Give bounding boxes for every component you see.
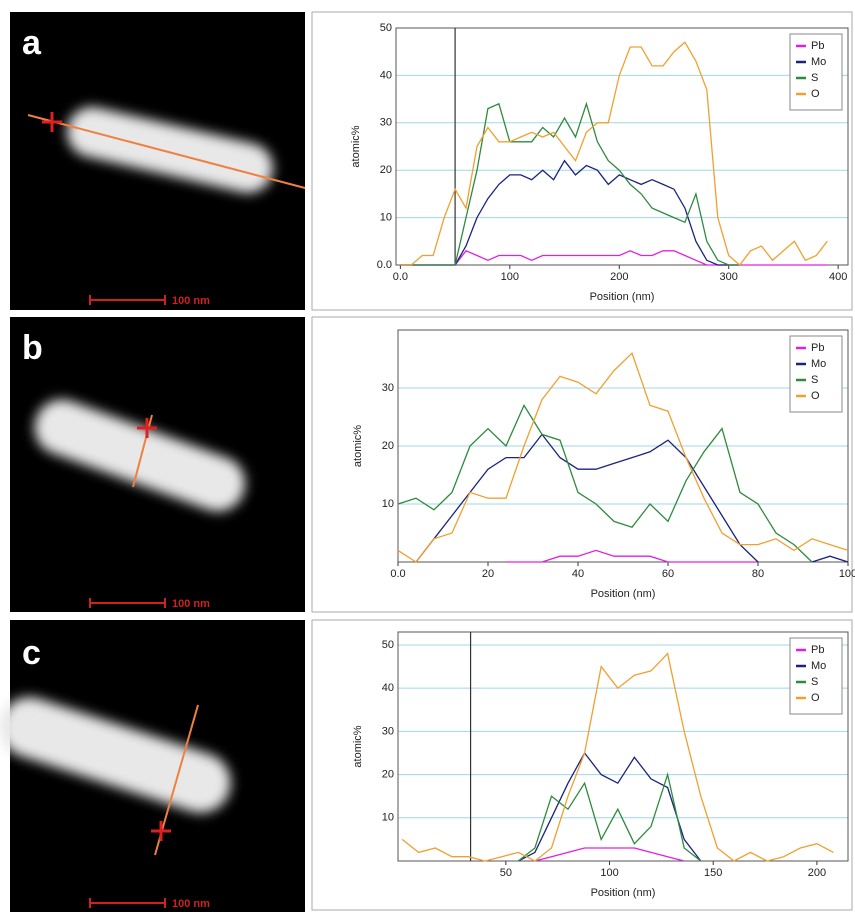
y-axis-label: atomic%: [352, 725, 364, 767]
scan-cursor: [42, 112, 62, 132]
series-line: [415, 433, 759, 563]
legend-label: O: [811, 88, 820, 100]
x-tick-label: 0.0: [393, 271, 408, 283]
legend-label: Pb: [811, 40, 824, 52]
plot-border: [397, 631, 849, 862]
series-line: [401, 652, 834, 862]
x-tick-label: 100: [501, 271, 519, 283]
legend-label: S: [811, 72, 818, 84]
series-line: [811, 555, 849, 563]
x-tick-label: 400: [829, 271, 847, 283]
nanorod: [0, 697, 231, 813]
series-line: [400, 41, 828, 266]
legend-label: S: [811, 676, 818, 688]
scale-bar: [89, 598, 166, 608]
plot-border: [395, 27, 849, 266]
x-tick-label: 0.0: [390, 568, 405, 580]
legend-label: S: [811, 374, 818, 386]
scale-bar: [89, 898, 166, 908]
y-tick-label: 20: [382, 768, 394, 780]
legend-label: Pb: [811, 342, 824, 354]
series-line: [400, 250, 828, 266]
series-line: [534, 847, 685, 862]
x-tick-label: 100: [839, 568, 855, 580]
scan-cursor: [151, 821, 171, 841]
x-axis-label: Position (nm): [590, 291, 655, 303]
panel-label: a: [22, 24, 42, 62]
y-axis-label: atomic%: [350, 125, 362, 167]
legend-label: Mo: [811, 56, 826, 68]
y-tick-label: 10: [380, 212, 392, 224]
scale-label: 100 nm: [172, 898, 210, 910]
x-tick-label: 200: [610, 271, 628, 283]
nanorod: [67, 107, 273, 193]
plot-border: [397, 329, 849, 563]
scale-bar: [89, 295, 166, 305]
legend-label: O: [811, 692, 820, 704]
panel-label: b: [22, 329, 43, 367]
x-tick-label: 40: [572, 568, 584, 580]
x-tick-label: 200: [808, 867, 826, 879]
y-tick-label: 50: [382, 639, 394, 651]
series-line: [397, 404, 813, 563]
legend-label: Mo: [811, 358, 826, 370]
x-tick-label: 20: [482, 568, 494, 580]
series-line: [400, 101, 740, 266]
y-tick-label: 30: [382, 725, 394, 737]
series-line: [517, 772, 702, 862]
legend-label: Pb: [811, 644, 824, 656]
y-tick-label: 20: [380, 164, 392, 176]
series-line: [506, 549, 758, 563]
y-tick-label: 50: [380, 22, 392, 34]
scan-line: [27, 114, 306, 189]
series-line: [518, 751, 702, 862]
legend-label: O: [811, 390, 820, 402]
scale-label: 100 nm: [172, 598, 210, 610]
legend-label: Mo: [811, 660, 826, 672]
x-tick-label: 80: [752, 568, 764, 580]
x-axis-label: Position (nm): [591, 887, 656, 899]
x-tick-label: 100: [600, 867, 618, 879]
y-tick-label: 0.0: [377, 259, 392, 271]
x-tick-label: 50: [500, 867, 512, 879]
y-tick-label: 30: [382, 382, 394, 394]
x-axis-label: Position (nm): [591, 588, 656, 600]
plot-area: [398, 632, 848, 861]
x-tick-label: 300: [720, 271, 738, 283]
scale-label: 100 nm: [172, 295, 210, 307]
scan-cursor: [137, 418, 157, 438]
y-tick-label: 10: [382, 498, 394, 510]
series-line: [400, 159, 740, 266]
nanorod: [34, 399, 245, 512]
series-line: [397, 352, 849, 563]
x-tick-label: 150: [704, 867, 722, 879]
y-tick-label: 40: [382, 682, 394, 694]
y-axis-label: atomic%: [352, 425, 364, 467]
y-tick-label: 30: [380, 117, 392, 129]
y-tick-label: 20: [382, 440, 394, 452]
y-tick-label: 40: [380, 69, 392, 81]
x-tick-label: 60: [662, 568, 674, 580]
y-tick-label: 10: [382, 812, 394, 824]
panel-label: c: [22, 634, 41, 672]
